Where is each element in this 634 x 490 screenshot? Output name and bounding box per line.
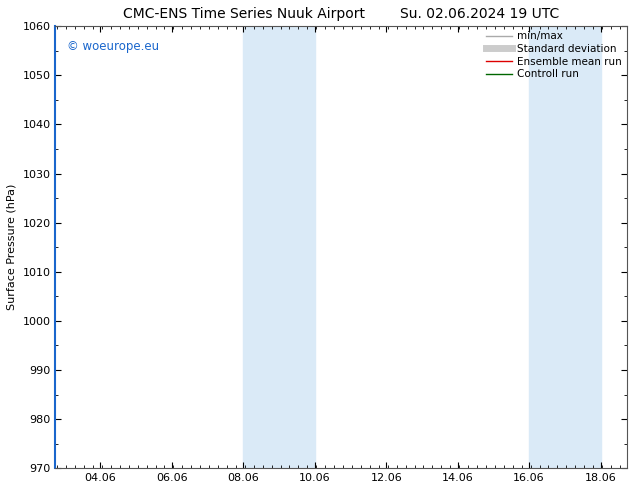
Y-axis label: Surface Pressure (hPa): Surface Pressure (hPa): [7, 184, 17, 311]
Title: CMC-ENS Time Series Nuuk Airport        Su. 02.06.2024 19 UTC: CMC-ENS Time Series Nuuk Airport Su. 02.…: [123, 7, 559, 21]
Legend: min/max, Standard deviation, Ensemble mean run, Controll run: min/max, Standard deviation, Ensemble me…: [484, 29, 624, 81]
Bar: [529, 26, 600, 468]
Bar: [243, 26, 314, 468]
Text: © woeurope.eu: © woeurope.eu: [67, 40, 159, 52]
